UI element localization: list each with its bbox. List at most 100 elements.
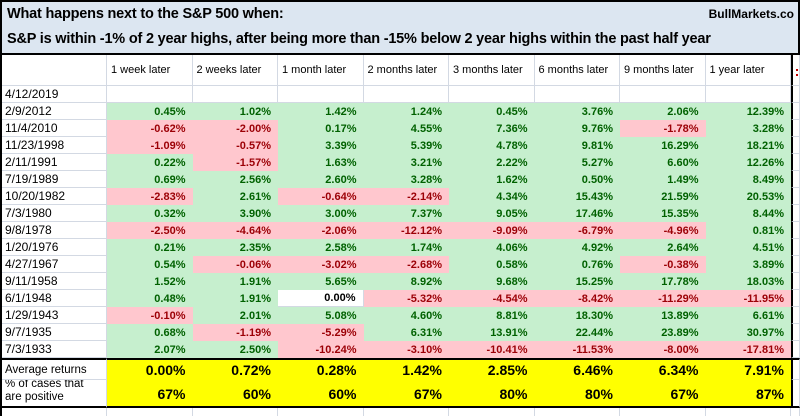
return-cell[interactable]: -2.00% [192,120,278,137]
return-cell[interactable]: 2.60% [278,171,364,188]
percent-positive-cell[interactable]: 80% [534,380,620,408]
date-cell[interactable]: 11/4/2010 [2,120,107,137]
return-cell[interactable]: 5.65% [278,273,364,290]
percent-positive-cell[interactable]: 87% [705,380,791,408]
return-cell[interactable]: -0.64% [278,188,364,205]
return-cell[interactable]: 3.89% [705,256,791,273]
percent-positive-label-cell[interactable]: % of cases that are positive [2,380,107,408]
date-cell[interactable]: 2/11/1991 [2,154,107,171]
return-cell[interactable]: 15.43% [534,188,620,205]
return-cell[interactable]: 15.35% [620,205,706,222]
return-cell[interactable]: 0.54% [107,256,193,273]
return-cell[interactable]: -5.32% [363,290,449,307]
return-cell[interactable]: 2.35% [192,239,278,256]
return-cell[interactable]: 8.44% [705,205,791,222]
return-cell[interactable]: 18.03% [705,273,791,290]
return-cell[interactable]: -4.64% [192,222,278,239]
return-cell[interactable]: -2.68% [363,256,449,273]
return-cell[interactable]: 3.76% [534,103,620,120]
return-cell[interactable]: 4.78% [449,137,535,154]
return-cell[interactable]: 3.90% [192,205,278,222]
return-cell[interactable]: 3.28% [363,171,449,188]
return-cell[interactable]: -12.12% [363,222,449,239]
return-cell[interactable]: 0.22% [107,154,193,171]
return-cell[interactable]: -1.57% [192,154,278,171]
return-cell[interactable]: 1.49% [620,171,706,188]
return-cell[interactable]: 2.56% [192,171,278,188]
return-cell[interactable]: 0.00% [278,290,364,307]
return-cell[interactable] [278,86,364,103]
return-cell[interactable]: 1.62% [449,171,535,188]
return-cell[interactable]: 12.39% [705,103,791,120]
return-cell[interactable]: 7.37% [363,205,449,222]
return-cell[interactable]: 15.25% [534,273,620,290]
return-cell[interactable]: -2.50% [107,222,193,239]
return-cell[interactable]: 0.45% [107,103,193,120]
return-cell[interactable]: -1.19% [192,324,278,341]
date-cell[interactable]: 7/3/1980 [2,205,107,222]
return-cell[interactable]: -11.53% [534,341,620,358]
return-cell[interactable] [705,86,791,103]
return-cell[interactable]: 3.00% [278,205,364,222]
return-cell[interactable]: 17.78% [620,273,706,290]
return-cell[interactable]: 0.32% [107,205,193,222]
return-cell[interactable]: 0.81% [705,222,791,239]
return-cell[interactable]: 5.27% [534,154,620,171]
return-cell[interactable]: 1.74% [363,239,449,256]
date-cell[interactable]: 10/20/1982 [2,188,107,205]
return-cell[interactable]: 1.42% [278,103,364,120]
return-cell[interactable]: 20.53% [705,188,791,205]
return-cell[interactable]: 0.68% [107,324,193,341]
percent-positive-cell[interactable]: 67% [107,380,193,408]
return-cell[interactable]: -8.00% [620,341,706,358]
return-cell[interactable]: 1.24% [363,103,449,120]
return-cell[interactable]: 18.30% [534,307,620,324]
return-cell[interactable]: 4.60% [363,307,449,324]
date-cell[interactable]: 7/19/1989 [2,171,107,188]
percent-positive-cell[interactable]: 60% [192,380,278,408]
date-cell[interactable]: 7/3/1933 [2,341,107,358]
return-cell[interactable]: -0.06% [192,256,278,273]
return-cell[interactable]: -10.41% [449,341,535,358]
return-cell[interactable]: -0.62% [107,120,193,137]
return-cell[interactable]: 0.69% [107,171,193,188]
average-returns-label-cell[interactable]: Average returns [2,358,107,380]
column-header[interactable]: 1 month later [278,55,364,86]
return-cell[interactable]: 2.58% [278,239,364,256]
return-cell[interactable]: 16.29% [620,137,706,154]
return-cell[interactable]: -6.79% [534,222,620,239]
return-cell[interactable]: 23.89% [620,324,706,341]
date-cell[interactable]: 4/12/2019 [2,86,107,103]
date-cell[interactable]: 2/9/2012 [2,103,107,120]
return-cell[interactable]: -11.29% [620,290,706,307]
return-cell[interactable] [449,86,535,103]
return-cell[interactable]: -4.54% [449,290,535,307]
return-cell[interactable]: 2.07% [107,341,193,358]
return-cell[interactable]: 5.08% [278,307,364,324]
average-return-cell[interactable]: 0.72% [192,358,278,380]
return-cell[interactable]: 0.50% [534,171,620,188]
date-cell[interactable]: 1/20/1976 [2,239,107,256]
return-cell[interactable]: -0.57% [192,137,278,154]
return-cell[interactable]: 2.01% [192,307,278,324]
date-cell[interactable]: 9/11/1958 [2,273,107,290]
date-cell[interactable]: 11/23/1998 [2,137,107,154]
return-cell[interactable]: -0.38% [620,256,706,273]
average-return-cell[interactable]: 6.34% [620,358,706,380]
return-cell[interactable]: 13.91% [449,324,535,341]
column-header[interactable]: 2 months later [363,55,449,86]
return-cell[interactable]: 6.60% [620,154,706,171]
return-cell[interactable]: 0.17% [278,120,364,137]
return-cell[interactable]: 7.36% [449,120,535,137]
return-cell[interactable]: 0.76% [534,256,620,273]
return-cell[interactable]: 6.61% [705,307,791,324]
return-cell[interactable]: -5.29% [278,324,364,341]
return-cell[interactable]: 4.92% [534,239,620,256]
return-cell[interactable]: 3.39% [278,137,364,154]
return-cell[interactable]: 4.51% [705,239,791,256]
average-return-cell[interactable]: 0.28% [278,358,364,380]
average-return-cell[interactable]: 2.85% [449,358,535,380]
column-header[interactable]: 1 year later [705,55,791,86]
return-cell[interactable]: 0.48% [107,290,193,307]
return-cell[interactable]: 0.58% [449,256,535,273]
